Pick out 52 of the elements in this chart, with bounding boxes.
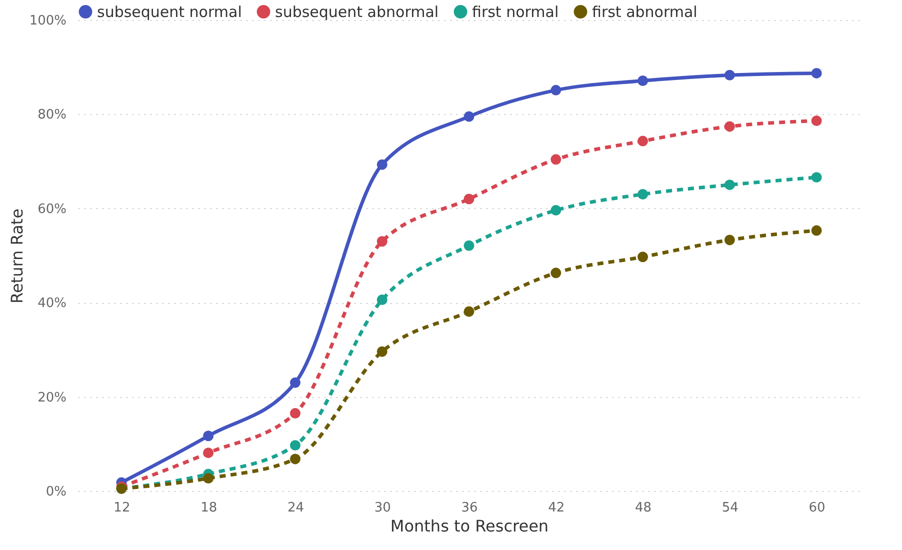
point: [376, 159, 388, 170]
point: [811, 172, 822, 183]
point: [464, 194, 474, 204]
point: [724, 121, 735, 132]
legend-label: subsequent normal: [97, 2, 242, 21]
point: [550, 84, 562, 96]
x-tick-label: 18: [200, 500, 218, 516]
legend-label: first normal: [472, 2, 559, 21]
point: [638, 252, 648, 262]
point: [724, 70, 735, 80]
y-tick-label: 100%: [29, 14, 66, 28]
point: [811, 116, 822, 126]
y-tick-label: 20%: [38, 390, 66, 406]
point: [550, 205, 562, 216]
y-tick-label: 80%: [38, 108, 66, 123]
point: [290, 377, 300, 388]
point: [811, 225, 822, 236]
point: [464, 111, 474, 122]
point: [464, 306, 474, 317]
x-tick-label: 30: [374, 500, 391, 516]
point: [638, 76, 648, 86]
point: [638, 189, 648, 200]
point: [203, 430, 214, 442]
point: [290, 408, 300, 419]
y-axis-title: Return Rate: [7, 208, 26, 304]
x-tick-label: 12: [114, 500, 130, 516]
y-tick-label: 40%: [38, 296, 66, 312]
x-tick-label: 36: [461, 500, 478, 516]
point: [724, 234, 735, 246]
legend-label: first abnormal: [592, 2, 698, 21]
point: [638, 136, 648, 146]
point: [464, 240, 474, 251]
point: [203, 448, 214, 458]
point: [811, 68, 822, 78]
point: [550, 268, 562, 278]
y-tick-label: 0%: [46, 484, 66, 500]
point: [724, 180, 735, 190]
point: [376, 346, 388, 357]
x-axis-title: Months to Rescreen: [390, 516, 549, 536]
point: [290, 440, 300, 451]
point: [376, 236, 388, 247]
x-tick-label: 60: [808, 500, 826, 516]
x-tick-label: 54: [722, 500, 738, 516]
x-tick-label: 48: [635, 500, 652, 516]
point: [376, 294, 388, 306]
point: [550, 154, 562, 165]
legend-label: subsequent abnormal: [275, 2, 439, 21]
point: [290, 454, 300, 464]
y-tick-label: 60%: [38, 202, 66, 217]
point: [203, 473, 214, 484]
x-tick-label: 24: [287, 500, 304, 516]
x-tick-label: 42: [548, 500, 565, 516]
